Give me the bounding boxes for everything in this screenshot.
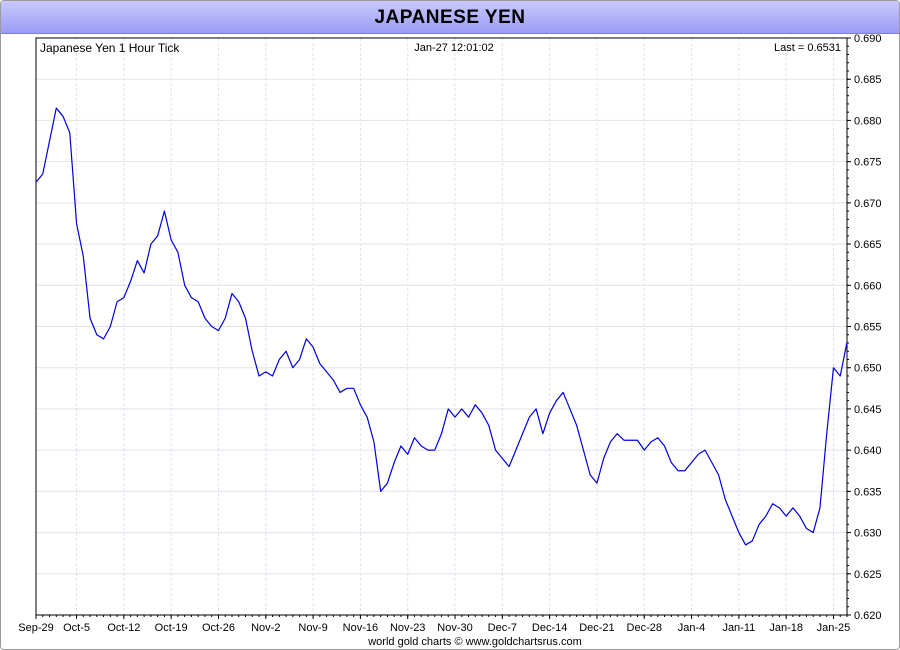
x-axis: Sep-29 Oct-5 Oct-12 Oct-19 Oct-26 Nov-2 Nov-9 N… xyxy=(18,615,850,634)
y-tick-label: 0.685 xyxy=(854,74,882,86)
y-tick-label: 0.670 xyxy=(854,198,882,210)
x-tick-label: Oct-26 xyxy=(202,622,235,634)
x-tick-label: Jan-4 xyxy=(678,622,706,634)
y-tick-label: 0.640 xyxy=(854,445,882,457)
x-tick-label: Nov-2 xyxy=(251,622,280,634)
y-axis: 0.690 0.685 0.680 0.675 0.670 0.665 0.660 0.655… xyxy=(847,34,882,622)
last-value-label: Last = 0.6531 xyxy=(774,42,841,54)
x-tick-label: Dec-21 xyxy=(579,622,614,634)
chart-title: JAPANESE YEN xyxy=(374,7,526,28)
x-tick-label: Jan-11 xyxy=(722,622,755,634)
x-tick-label: Jan-18 xyxy=(769,622,803,634)
price-line xyxy=(35,107,848,546)
y-tick-label: 0.650 xyxy=(854,363,882,375)
y-tick-label: 0.620 xyxy=(854,610,882,622)
x-tick-label: Oct-19 xyxy=(155,622,188,634)
x-tick-label: Nov-30 xyxy=(437,622,472,634)
x-tick-label: Dec-28 xyxy=(627,622,662,634)
x-tick-label: Oct-5 xyxy=(63,622,90,634)
y-tick-label: 0.675 xyxy=(854,157,882,169)
x-tick-label: Oct-12 xyxy=(107,622,140,634)
y-tick-label: 0.680 xyxy=(854,115,882,127)
y-tick-label: 0.635 xyxy=(854,486,882,498)
y-tick-label: 0.660 xyxy=(854,280,882,292)
y-tick-label: 0.655 xyxy=(854,322,882,334)
y-tick-label: 0.690 xyxy=(854,34,882,45)
x-tick-label: Nov-16 xyxy=(343,622,378,634)
y-tick-label: 0.645 xyxy=(854,404,882,416)
price-series xyxy=(35,107,848,546)
chart-footer: world gold charts © www.goldchartsrus.co… xyxy=(367,636,582,648)
y-tick-label: 0.665 xyxy=(854,239,882,251)
x-tick-label: Dec-14 xyxy=(532,622,567,634)
chart-subtitle: Japanese Yen 1 Hour Tick xyxy=(40,41,180,55)
x-tick-label: Jan-25 xyxy=(817,622,851,634)
x-tick-label: Nov-23 xyxy=(390,622,425,634)
timestamp-label: Jan-27 12:01:02 xyxy=(414,42,494,54)
title-bar: JAPANESE YEN xyxy=(1,1,899,34)
y-tick-label: 0.625 xyxy=(854,569,882,581)
x-tick-label: Dec-7 xyxy=(488,622,517,634)
y-tick-label: 0.630 xyxy=(854,528,882,540)
chart-svg: Japanese Yen 1 Hour Tick Jan-27 12:01:02… xyxy=(18,34,882,648)
x-tick-label: Nov-9 xyxy=(298,622,327,634)
grid-lines xyxy=(36,38,847,615)
x-tick-label: Sep-29 xyxy=(18,622,53,634)
